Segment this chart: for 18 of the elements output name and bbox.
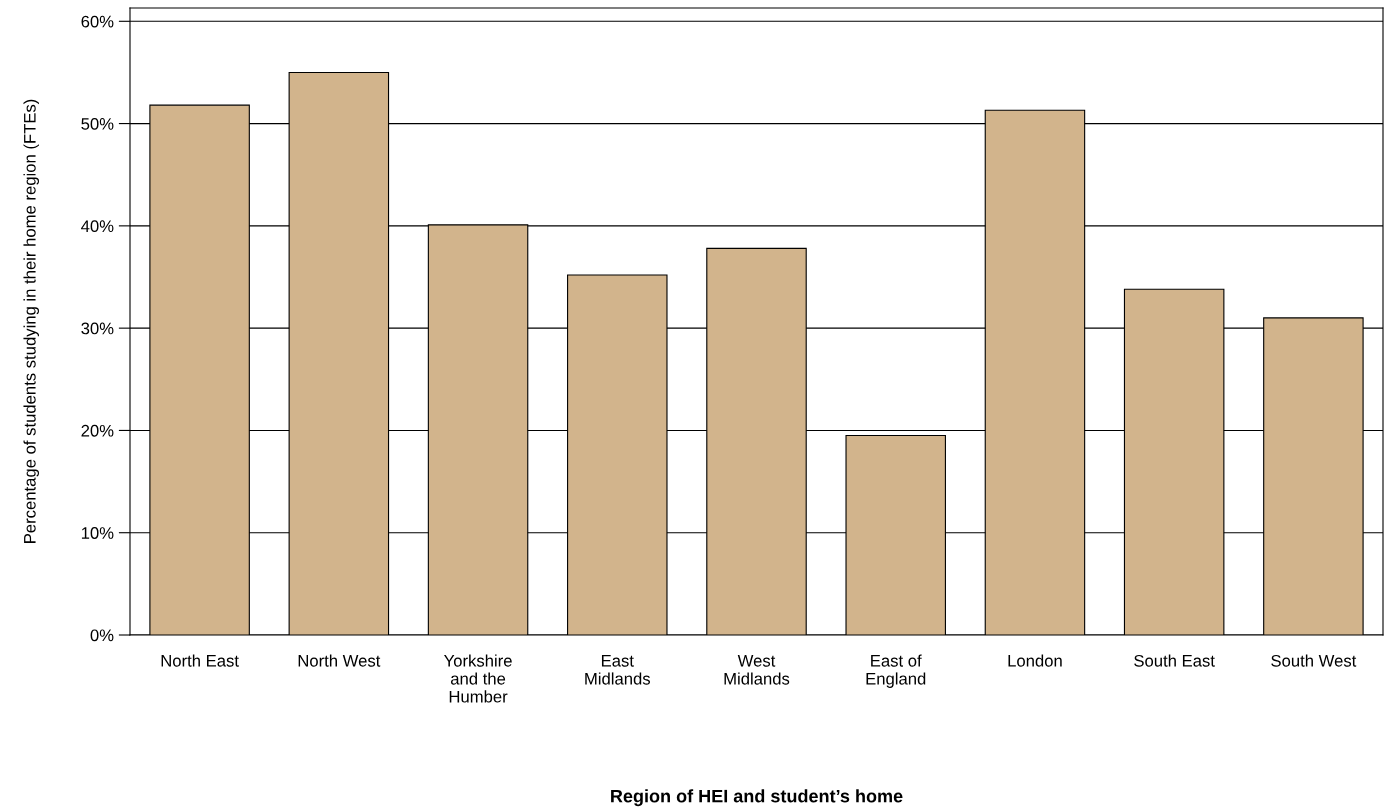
x-tick-label: North West: [298, 654, 381, 667]
y-tick-label: 50%: [81, 117, 114, 130]
x-tick-label: West Midlands: [724, 655, 790, 685]
y-tick-label: 10%: [81, 527, 114, 539]
x-tick-label: South East: [1134, 654, 1215, 667]
x-tick-label: North East: [161, 654, 239, 667]
y-tick-label: 60%: [81, 15, 114, 28]
y-tick-label: 20%: [81, 424, 114, 437]
x-tick-label: South West: [1271, 654, 1357, 667]
y-tick-label: 0%: [90, 629, 114, 642]
x-tick-label: London: [1008, 654, 1062, 667]
x-tick-label: East of England: [866, 654, 926, 688]
y-axis-title: Percentage of students studying in their home region (FTEs): [23, 99, 39, 543]
x-axis-title: Region of HEI and student’s home: [611, 789, 903, 807]
x-tick-label: Yorkshire and the Humber: [443, 654, 512, 703]
x-tick-label: East Midlands: [585, 655, 651, 685]
y-tick-label: 40%: [81, 220, 114, 233]
y-tick-label: 30%: [81, 322, 114, 335]
